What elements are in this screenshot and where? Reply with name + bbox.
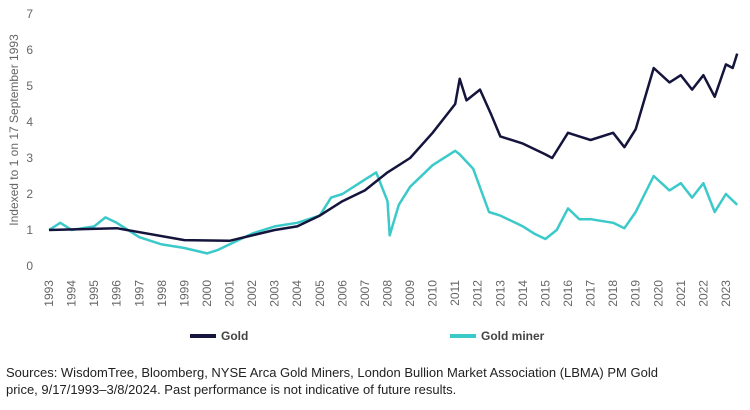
x-tick-label: 2004 — [290, 280, 304, 307]
chart: Indexed to 1 on 17 September 1993 0 1 2 3 4 5… — [7, 7, 739, 343]
legend-label: Gold miner — [481, 329, 545, 343]
y-tick-label: 3 — [26, 151, 33, 165]
x-tick-label: 2015 — [538, 280, 552, 307]
y-tick-label: 5 — [26, 79, 33, 93]
x-tick-label: 1997 — [132, 280, 146, 307]
y-tick-label: 2 — [26, 187, 33, 201]
x-tick-label: 2023 — [719, 280, 733, 307]
x-tick-label: 2003 — [268, 280, 282, 307]
y-tick-label: 4 — [26, 115, 33, 129]
x-tick-label: 1994 — [65, 280, 79, 307]
x-tick-label: 2021 — [674, 280, 688, 307]
x-tick-label: 2006 — [335, 280, 349, 307]
x-tick-label: 2019 — [629, 280, 643, 307]
x-tick-label: 2001 — [223, 280, 237, 307]
source-note: Sources: WisdomTree, Bloomberg, NYSE Arc… — [6, 365, 658, 397]
x-tick-label: 2017 — [584, 280, 598, 307]
y-tick-label: 7 — [26, 7, 33, 21]
series-line — [48, 149, 739, 255]
y-axis-label: Indexed to 1 on 17 September 1993 — [7, 34, 21, 226]
y-tick-label: 1 — [26, 223, 33, 237]
x-tick-label: 2016 — [561, 280, 575, 307]
x-tick-label: 1993 — [42, 280, 56, 307]
x-tick-label: 2014 — [516, 280, 530, 307]
x-tick-label: 2005 — [313, 280, 327, 307]
x-tick-label: 1996 — [110, 280, 124, 307]
y-tick-label: 0 — [26, 259, 33, 273]
x-tick-label: 1998 — [155, 280, 169, 307]
x-tick-label: 2013 — [493, 280, 507, 307]
series-line — [48, 53, 739, 243]
legend-label: Gold — [221, 329, 248, 343]
x-tick-label: 2008 — [380, 280, 394, 307]
x-tick-label: 2018 — [606, 280, 620, 307]
x-tick-label: 2011 — [448, 280, 462, 306]
x-tick-label: 2012 — [471, 280, 485, 307]
x-tick-label: 2007 — [358, 280, 372, 307]
x-tick-label: 2002 — [245, 280, 259, 307]
x-tick-label: 1999 — [177, 280, 191, 307]
x-tick-label: 2022 — [696, 280, 710, 307]
x-tick-label: 2020 — [651, 280, 665, 307]
x-tick-label: 2010 — [426, 280, 440, 307]
x-tick-label: 2009 — [403, 280, 417, 307]
x-tick-label: 1995 — [87, 280, 101, 307]
y-tick-label: 6 — [26, 43, 33, 57]
x-tick-label: 2000 — [200, 280, 214, 307]
